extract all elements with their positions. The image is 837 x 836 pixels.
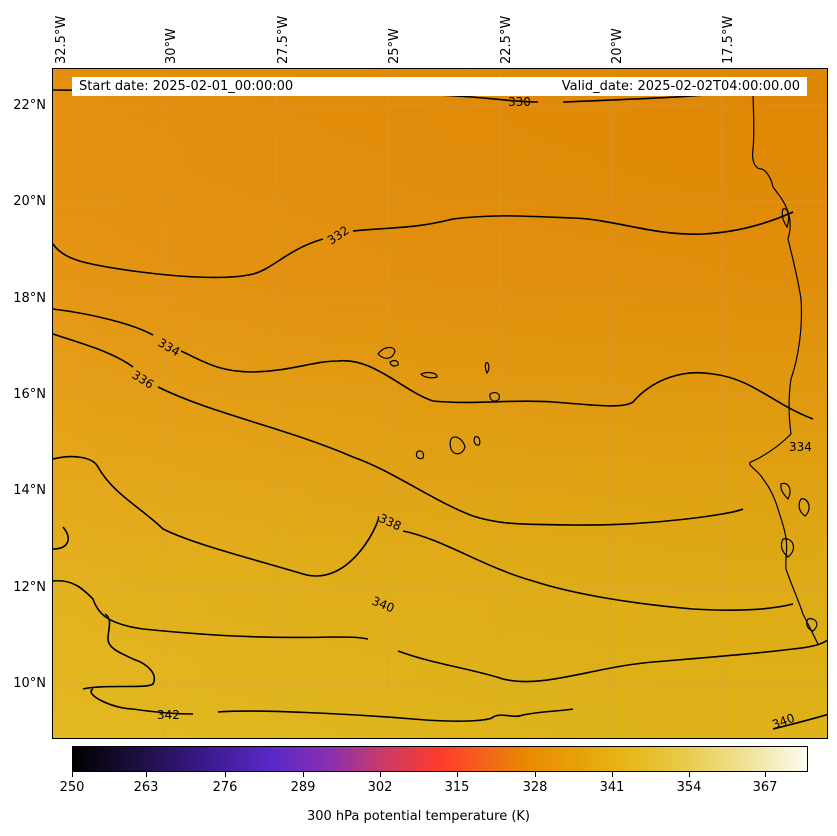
colorbar-tick-label: 302 xyxy=(367,780,393,795)
latitude-label: 18°N xyxy=(13,291,46,306)
cape-verde-island xyxy=(449,436,466,455)
contour-338 xyxy=(53,455,794,611)
map-panel[interactable]: 330 332 334 336 338 340 334 340 342 xyxy=(52,68,828,739)
longitude-label: 32.5°W xyxy=(54,15,69,64)
latitude-label: 14°N xyxy=(13,483,46,498)
cape-verde-island xyxy=(389,359,399,367)
colorbar-tick-label: 341 xyxy=(599,780,625,795)
cape-verde-island xyxy=(420,371,438,379)
map-canvas: 330 332 334 336 338 340 334 340 342 xyxy=(53,69,827,738)
colorbar-tick-label: 328 xyxy=(522,780,548,795)
colorbar-tick-label: 263 xyxy=(133,780,159,795)
svg-text:334: 334 xyxy=(789,440,812,454)
colorbar-tick-label: 315 xyxy=(444,780,470,795)
valid-date-label: Valid_date: 2025-02-02T04:00:00.00 xyxy=(561,79,800,94)
longitude-label: 17.5°W xyxy=(721,15,736,64)
contour-340 xyxy=(53,526,827,683)
latitude-label: 10°N xyxy=(13,676,46,691)
longitude-label: 30°W xyxy=(164,28,179,64)
latitude-label: 12°N xyxy=(13,580,46,595)
cape-verde-island xyxy=(484,362,490,375)
cape-verde-island xyxy=(377,346,396,359)
coastline xyxy=(377,88,819,645)
contour-332 xyxy=(53,211,794,279)
contour-342 xyxy=(90,688,827,730)
contour-336 xyxy=(53,333,744,526)
cape-verde-island xyxy=(473,436,481,446)
date-header: Start date: 2025-02-01_00:00:00 Valid_da… xyxy=(72,77,807,96)
colorbar-tick-label: 250 xyxy=(59,780,85,795)
svg-text:330: 330 xyxy=(508,95,531,109)
colorbar xyxy=(72,746,808,772)
longitude-label: 22.5°W xyxy=(499,15,514,64)
latitude-label: 20°N xyxy=(13,194,46,209)
longitude-label: 20°W xyxy=(610,28,625,64)
longitude-label: 25°W xyxy=(387,28,402,64)
colorbar-tick-label: 289 xyxy=(290,780,316,795)
svg-text:342: 342 xyxy=(157,708,180,722)
graticule xyxy=(53,69,827,738)
cape-verde-island xyxy=(489,392,500,402)
colorbar-title: 300 hPa potential temperature (K) xyxy=(306,809,530,824)
longitude-label: 27.5°W xyxy=(276,15,291,64)
colorbar-tick-label: 367 xyxy=(752,780,778,795)
cape-verde-island xyxy=(415,450,425,460)
start-date-label: Start date: 2025-02-01_00:00:00 xyxy=(79,79,294,94)
colorbar-tick-label: 354 xyxy=(676,780,702,795)
contour-334 xyxy=(53,308,814,420)
latitude-label: 22°N xyxy=(13,98,46,113)
latitude-label: 16°N xyxy=(13,387,46,402)
colorbar-tick-label: 276 xyxy=(212,780,238,795)
west-africa-coast xyxy=(749,88,819,645)
